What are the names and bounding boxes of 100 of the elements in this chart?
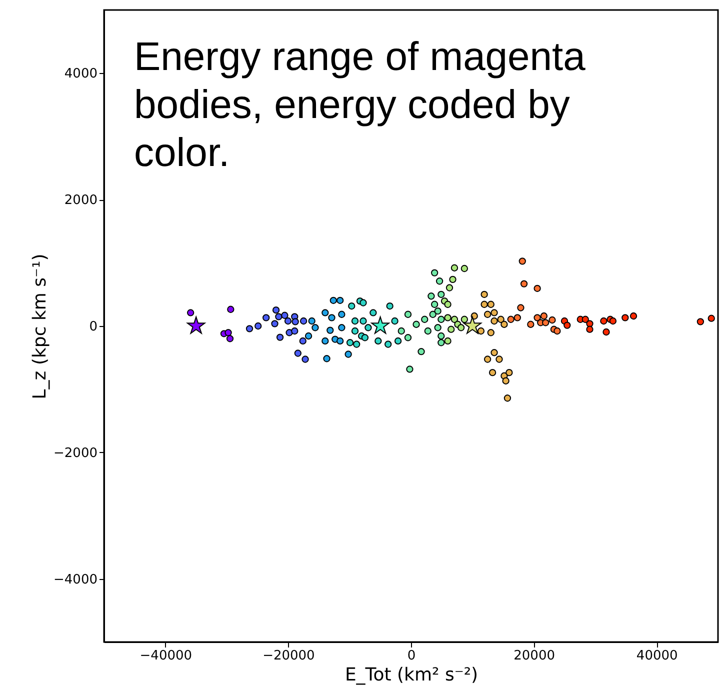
point xyxy=(294,350,302,357)
point xyxy=(284,317,292,325)
point xyxy=(326,326,334,334)
point xyxy=(336,296,344,304)
point xyxy=(463,316,482,334)
point xyxy=(504,394,512,402)
point xyxy=(527,320,534,328)
point xyxy=(448,326,455,333)
y-tick-label: 4000 xyxy=(64,66,98,82)
point xyxy=(517,304,524,312)
point xyxy=(346,339,354,346)
point xyxy=(438,316,445,323)
point xyxy=(404,334,412,342)
point xyxy=(418,348,425,356)
point xyxy=(272,306,280,314)
point xyxy=(488,369,496,376)
point xyxy=(490,317,498,325)
point xyxy=(518,258,526,265)
point xyxy=(351,327,359,335)
annotation: Energy range of magenta bodies, energy coded by color. xyxy=(134,35,586,175)
point xyxy=(371,316,390,334)
x-axis-title: E_Tot (km² s⁻²) xyxy=(344,664,478,686)
point xyxy=(430,300,438,308)
point xyxy=(582,316,589,323)
point xyxy=(323,355,330,362)
point xyxy=(421,316,428,323)
point xyxy=(328,314,336,322)
x-tick-label: −20000 xyxy=(262,648,315,664)
point xyxy=(360,317,367,325)
point xyxy=(271,320,278,328)
point xyxy=(696,318,704,326)
point xyxy=(600,317,608,325)
point xyxy=(308,317,316,325)
point xyxy=(630,312,638,320)
point xyxy=(384,340,392,348)
point xyxy=(338,310,346,318)
point xyxy=(446,284,454,292)
point xyxy=(622,314,629,322)
point xyxy=(276,334,284,341)
point xyxy=(708,314,715,322)
x-tick-label: −40000 xyxy=(140,648,192,664)
point xyxy=(360,299,367,306)
point xyxy=(394,337,402,345)
point xyxy=(450,264,458,272)
point xyxy=(292,318,299,326)
point xyxy=(534,314,541,322)
point xyxy=(487,300,494,308)
point xyxy=(436,278,444,285)
point xyxy=(609,317,617,325)
point xyxy=(520,280,528,288)
point xyxy=(484,356,492,363)
point xyxy=(507,316,514,323)
point xyxy=(275,313,282,320)
point xyxy=(424,327,432,335)
point xyxy=(322,309,329,316)
y-tick-label: 0 xyxy=(89,320,98,334)
point xyxy=(351,317,359,325)
point xyxy=(391,317,398,325)
point xyxy=(322,337,329,345)
point xyxy=(438,332,445,340)
point xyxy=(430,269,438,276)
point xyxy=(291,327,298,335)
point xyxy=(484,310,492,318)
point xyxy=(450,316,458,323)
point xyxy=(281,312,288,319)
point xyxy=(438,339,445,346)
point xyxy=(344,350,352,358)
point xyxy=(330,296,337,304)
point xyxy=(564,322,571,329)
point xyxy=(254,322,262,330)
point xyxy=(348,302,356,310)
point xyxy=(540,312,548,320)
point xyxy=(490,349,498,356)
point xyxy=(444,300,452,308)
point xyxy=(226,335,234,342)
point xyxy=(227,306,234,313)
y-tick-label: −2000 xyxy=(54,446,98,461)
point xyxy=(262,314,270,322)
x-tick-label: 40000 xyxy=(636,648,678,664)
point xyxy=(304,332,312,340)
point xyxy=(186,309,194,316)
point xyxy=(457,324,465,332)
point xyxy=(548,316,556,324)
x-tick-label: 20000 xyxy=(514,648,555,664)
point xyxy=(534,284,541,292)
point xyxy=(224,329,232,336)
point xyxy=(398,327,405,335)
point xyxy=(302,356,309,363)
point xyxy=(370,309,377,316)
y-axis-title: L_z (kpc km s⁻¹) xyxy=(30,254,51,400)
point xyxy=(336,337,344,345)
point xyxy=(506,369,513,376)
point xyxy=(477,327,485,335)
point xyxy=(434,324,442,332)
point xyxy=(406,366,414,373)
point xyxy=(542,319,550,326)
point xyxy=(364,324,372,332)
y-tick-label: 2000 xyxy=(64,193,98,208)
point xyxy=(487,329,494,336)
y-tick-label: −4000 xyxy=(54,572,98,588)
